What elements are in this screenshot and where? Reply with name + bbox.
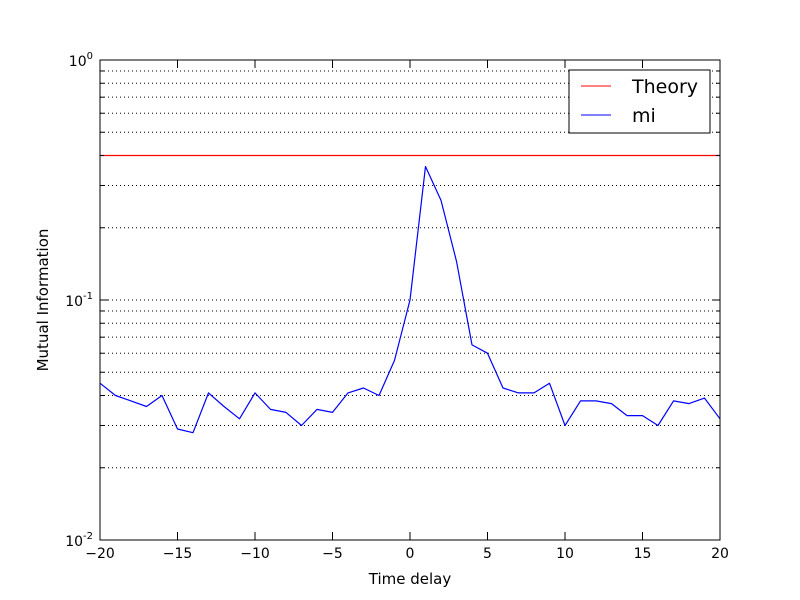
- x-axis-label: Time delay: [368, 570, 452, 588]
- y-tick-label: 10-1: [65, 291, 93, 310]
- ticks: [99, 60, 721, 541]
- x-tick-label: 20: [711, 546, 729, 562]
- x-tick-label: 15: [634, 546, 652, 562]
- tick-labels: −20 −15 −10 −5 0 5 10 15 20 100 10-1 10-2: [65, 51, 729, 562]
- x-tick-label: −10: [240, 546, 270, 562]
- x-tick-label: −15: [163, 546, 193, 562]
- x-tick-label: 5: [483, 546, 492, 562]
- y-axis-label: Mutual Information: [34, 229, 52, 372]
- y-tick-label: 100: [69, 51, 93, 70]
- series-line-mi: [99, 165, 721, 434]
- y-tick-label: 10-2: [65, 531, 93, 550]
- x-tick-label: 0: [406, 546, 415, 562]
- x-tick-label: −20: [85, 546, 115, 562]
- legend-label-theory: Theory: [631, 76, 698, 98]
- series-layer: [99, 154, 721, 434]
- x-tick-label: −5: [322, 546, 343, 562]
- legend: Theory mi: [568, 69, 711, 134]
- x-tick-label: 10: [556, 546, 574, 562]
- legend-box: [568, 69, 711, 134]
- legend-label-mi: mi: [632, 105, 656, 127]
